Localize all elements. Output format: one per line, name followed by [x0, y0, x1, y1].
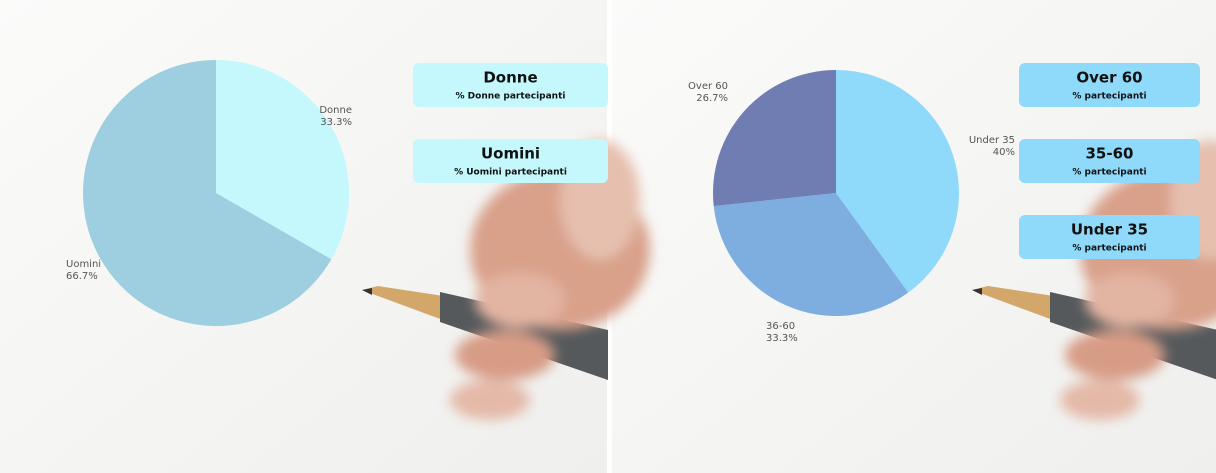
info-card: [1019, 63, 1200, 107]
card-title: Uomini: [481, 145, 540, 163]
slice-label: Over 60 26.7%: [688, 81, 728, 104]
charts: Donne 33.3%Uomini 66.7%Donne% Donne partec…: [66, 60, 1200, 344]
info-card: [413, 139, 608, 183]
card-subtitle: % Uomini partecipanti: [454, 168, 567, 178]
slice-value: 26.7%: [696, 93, 728, 104]
slice-value: 40%: [993, 147, 1015, 158]
slice-value: 33.3%: [320, 117, 352, 128]
card-subtitle: % partecipanti: [1072, 168, 1146, 178]
slice-category: Under 35: [969, 135, 1015, 146]
slice-value: 33.3%: [766, 333, 798, 344]
slice-value: 66.7%: [66, 271, 98, 282]
slice-label: Under 35 40%: [969, 135, 1015, 158]
info-card: [1019, 215, 1200, 259]
slice-category: Over 60: [688, 81, 728, 92]
pie-slice: [713, 70, 836, 207]
pie-slice: [713, 193, 909, 316]
info-card: [413, 63, 608, 107]
card-subtitle: % partecipanti: [1072, 92, 1146, 102]
pie-slice: [216, 60, 349, 260]
card-title: Under 35: [1071, 221, 1148, 239]
card-title: Over 60: [1076, 69, 1142, 87]
slice-label: 36-60 33.3%: [766, 321, 798, 344]
pie-slice: [83, 60, 332, 326]
pie-slice: [836, 70, 959, 293]
slice-label: Uomini 66.7%: [66, 259, 101, 282]
slice-category: Donne: [319, 105, 352, 116]
card-subtitle: % Donne partecipanti: [456, 92, 566, 102]
slice-category: 36-60: [766, 321, 795, 332]
card-title: 35-60: [1086, 145, 1134, 163]
card-title: Donne: [483, 69, 537, 87]
card-subtitle: % partecipanti: [1072, 244, 1146, 254]
slice-label: Donne 33.3%: [319, 105, 352, 128]
slice-category: Uomini: [66, 259, 101, 270]
info-card: [1019, 139, 1200, 183]
